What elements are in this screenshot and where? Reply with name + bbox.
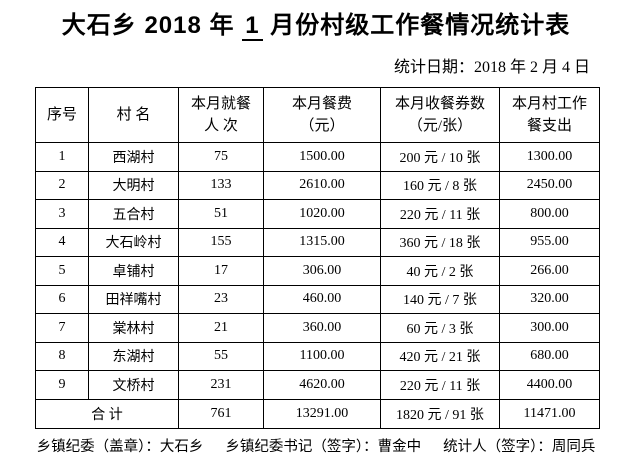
header-row: 序号 村 名 本月就餐 人 次 本月餐费 （元） 本月收餐券数 （元/张） <box>35 87 600 143</box>
cell-village-name: 五合村 <box>88 199 179 229</box>
total-row: 合 计 761 13291.00 1820 元 / 91 张 11471.00 <box>35 398 600 429</box>
table-row: 5 卓铺村 17 306.00 40 元 / 2 张 266.00 <box>35 256 600 286</box>
cell-serial-number: 6 <box>35 284 89 314</box>
cell-monthly-meal-cost: 1100.00 <box>263 341 381 371</box>
cell-monthly-diners: 23 <box>178 284 264 314</box>
stats-date: 统计日期：2018 年 2 月 4 日 <box>393 59 590 76</box>
cell-meal-tickets: 220 元 / 11 张 <box>380 370 500 400</box>
cell-village-meal-expense: 2450.00 <box>499 170 600 200</box>
secretary-signature-label: 乡镇纪委书记（签字）：曹金中 <box>225 438 422 455</box>
cell-monthly-diners: 75 <box>178 142 264 172</box>
cell-monthly-meal-cost: 460.00 <box>263 284 381 314</box>
header-monthly-meal-cost: 本月餐费 （元） <box>263 87 381 143</box>
table-row: 6 田祥嘴村 23 460.00 140 元 / 7 张 320.00 <box>35 284 600 314</box>
title-month-underlined: 1 <box>242 13 263 41</box>
cell-village-meal-expense: 320.00 <box>499 284 600 314</box>
cell-meal-tickets: 140 元 / 7 张 <box>380 284 500 314</box>
cell-village-name: 大石岭村 <box>88 227 179 257</box>
page-title: 大石乡 2018 年 1 月份村级工作餐情况统计表 <box>0 0 632 43</box>
cell-serial-number: 2 <box>35 170 89 200</box>
cell-monthly-diners: 133 <box>178 170 264 200</box>
cell-meal-tickets: 160 元 / 8 张 <box>380 170 500 200</box>
cell-monthly-meal-cost: 1500.00 <box>263 142 381 172</box>
table-body: 1 西湖村 75 1500.00 200 元 / 10 张 1300.00 2 大明村 133 2… <box>35 142 600 400</box>
cell-meal-tickets: 60 元 / 3 张 <box>380 313 500 343</box>
header-text-line2: 人 次 <box>204 118 238 134</box>
header-text-line1: 本月村工作 <box>511 96 587 112</box>
cell-monthly-meal-cost: 1315.00 <box>263 227 381 257</box>
cell-monthly-meal-cost: 1020.00 <box>263 199 381 229</box>
table-row: 4 大石岭村 155 1315.00 360 元 / 18 张 955.00 <box>35 227 600 257</box>
signature-footer: 乡镇纪委（盖章）：大石乡 乡镇纪委书记（签字）：曹金中 统计人（签字）：周同兵 <box>0 438 632 457</box>
cell-monthly-diners: 17 <box>178 256 264 286</box>
header-serial-number: 序号 <box>35 87 89 143</box>
header-text: 村 名 <box>116 107 151 123</box>
header-text-line2: 餐支出 <box>526 118 572 134</box>
cell-monthly-diners: 155 <box>178 227 264 257</box>
cell-monthly-diners: 51 <box>178 199 264 229</box>
cell-meal-tickets: 40 元 / 2 张 <box>380 256 500 286</box>
total-expense: 11471.00 <box>499 398 600 429</box>
cell-village-name: 田祥嘴村 <box>88 284 179 314</box>
cell-serial-number: 8 <box>35 341 89 371</box>
cell-village-name: 卓铺村 <box>88 256 179 286</box>
total-label: 合 计 <box>35 398 179 429</box>
cell-monthly-diners: 231 <box>178 370 264 400</box>
cell-village-name: 文桥村 <box>88 370 179 400</box>
header-text-line1: 本月就餐 <box>190 96 251 112</box>
cell-serial-number: 9 <box>35 370 89 400</box>
cell-monthly-diners: 55 <box>178 341 264 371</box>
cell-serial-number: 1 <box>35 142 89 172</box>
table-row: 1 西湖村 75 1500.00 200 元 / 10 张 1300.00 <box>35 142 600 172</box>
cell-village-meal-expense: 266.00 <box>499 256 600 286</box>
header-monthly-diners: 本月就餐 人 次 <box>178 87 264 143</box>
cell-village-meal-expense: 955.00 <box>499 227 600 257</box>
table-row: 2 大明村 133 2610.00 160 元 / 8 张 2450.00 <box>35 170 600 200</box>
cell-monthly-meal-cost: 306.00 <box>263 256 381 286</box>
header-text-line1: 本月餐费 <box>291 96 352 112</box>
header-meal-tickets: 本月收餐券数 （元/张） <box>380 87 500 143</box>
table-row: 3 五合村 51 1020.00 220 元 / 11 张 800.00 <box>35 199 600 229</box>
cell-village-name: 棠林村 <box>88 313 179 343</box>
committee-seal-label: 乡镇纪委（盖章）：大石乡 <box>36 438 204 455</box>
cell-meal-tickets: 200 元 / 10 张 <box>380 142 500 172</box>
cell-village-meal-expense: 680.00 <box>499 341 600 371</box>
header-text: 序号 <box>46 107 77 123</box>
cell-monthly-meal-cost: 4620.00 <box>263 370 381 400</box>
cell-meal-tickets: 360 元 / 18 张 <box>380 227 500 257</box>
total-diners: 761 <box>178 398 264 429</box>
meal-stats-table: 序号 村 名 本月就餐 人 次 本月餐费 （元） 本月收餐券数 （元/张） <box>35 87 600 429</box>
title-prefix: 大石乡 2018 年 <box>61 12 243 39</box>
total-meal-cost: 13291.00 <box>263 398 381 429</box>
total-meal-tickets: 1820 元 / 91 张 <box>380 398 500 429</box>
statistician-signature-label: 统计人（签字）：周同兵 <box>443 438 596 455</box>
cell-serial-number: 7 <box>35 313 89 343</box>
table-row: 9 文桥村 231 4620.00 220 元 / 11 张 4400.00 <box>35 370 600 400</box>
cell-serial-number: 3 <box>35 199 89 229</box>
cell-village-meal-expense: 300.00 <box>499 313 600 343</box>
cell-monthly-meal-cost: 2610.00 <box>263 170 381 200</box>
cell-meal-tickets: 420 元 / 21 张 <box>380 341 500 371</box>
table-row: 8 东湖村 55 1100.00 420 元 / 21 张 680.00 <box>35 341 600 371</box>
cell-monthly-diners: 21 <box>178 313 264 343</box>
header-village-name: 村 名 <box>88 87 179 143</box>
cell-village-meal-expense: 4400.00 <box>499 370 600 400</box>
cell-village-name: 东湖村 <box>88 341 179 371</box>
cell-meal-tickets: 220 元 / 11 张 <box>380 199 500 229</box>
cell-village-meal-expense: 800.00 <box>499 199 600 229</box>
header-text-line2: （元） <box>299 118 345 134</box>
cell-serial-number: 4 <box>35 227 89 257</box>
cell-village-meal-expense: 1300.00 <box>499 142 600 172</box>
table-row: 7 棠林村 21 360.00 60 元 / 3 张 300.00 <box>35 313 600 343</box>
header-text-line1: 本月收餐券数 <box>394 96 485 112</box>
header-text-line2: （元/张） <box>407 118 473 134</box>
cell-serial-number: 5 <box>35 256 89 286</box>
title-suffix: 月份村级工作餐情况统计表 <box>262 12 571 39</box>
cell-monthly-meal-cost: 360.00 <box>263 313 381 343</box>
cell-village-name: 西湖村 <box>88 142 179 172</box>
header-village-meal-expense: 本月村工作 餐支出 <box>499 87 600 143</box>
cell-village-name: 大明村 <box>88 170 179 200</box>
